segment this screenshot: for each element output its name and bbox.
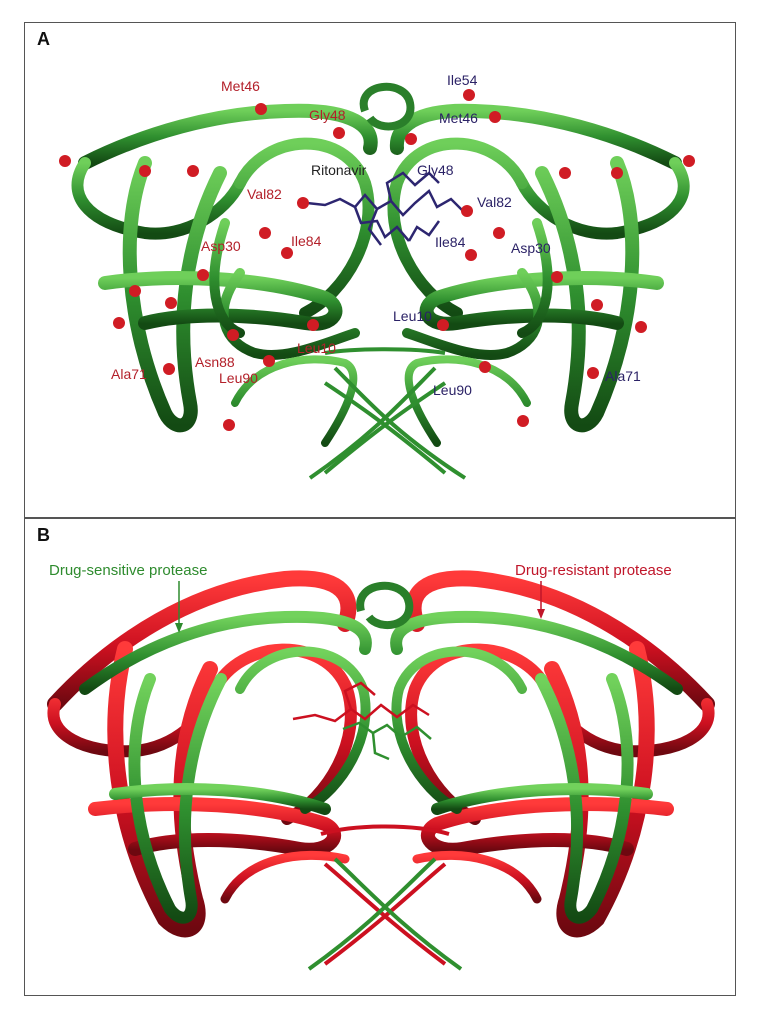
label-asn88-left: Asn88 (195, 354, 235, 370)
legend-sensitive-arrowhead (175, 623, 183, 633)
panel-b: B (24, 518, 736, 996)
label-asp30-right: Asp30 (511, 240, 551, 256)
ribbon-right-monomer (387, 103, 690, 447)
label-leu90-right: Leu90 (433, 382, 472, 398)
label-gly48-left: Gly48 (309, 107, 346, 123)
legend-resistant-arrowhead (537, 609, 545, 619)
panel-a: A (24, 22, 736, 518)
legend-sensitive: Drug-sensitive protease (49, 562, 207, 579)
label-asp30-left: Asp30 (201, 238, 241, 254)
label-leu10-right: Leu10 (393, 308, 432, 324)
label-met46-left: Met46 (221, 78, 260, 94)
label-met46-right: Met46 (439, 110, 478, 126)
protease-overlay-b: Drug-sensitive protease Drug-resistant p… (47, 562, 715, 971)
flap-loop-b (356, 581, 414, 629)
panel-b-letter: B (37, 525, 50, 545)
labels-right: Ile54 Met46 Gly48 Val82 Ile84 Asp30 Leu1… (393, 72, 641, 398)
label-val82-left: Val82 (247, 186, 282, 202)
label-ala71-right: Ala71 (605, 368, 641, 384)
ribbon-sensitive (79, 610, 683, 924)
label-ile54-right: Ile54 (447, 72, 478, 88)
label-ritonavir: Ritonavir (311, 162, 367, 178)
labels-left: Met46 Gly48 Val82 Ile84 Asp30 Leu10 Asn8… (111, 78, 346, 386)
panel-a-letter: A (37, 29, 50, 49)
mutation-sites (59, 89, 695, 431)
dimer-interface-strands (308, 347, 467, 480)
label-leu10-left: Leu10 (297, 340, 336, 356)
label-gly48-right: Gly48 (417, 162, 454, 178)
ribbon-left-monomer (71, 103, 378, 447)
label-ile84-right: Ile84 (435, 234, 466, 250)
flap-loop (359, 82, 415, 131)
interface-strands-b (307, 824, 463, 971)
ritonavir-ligand (306, 171, 466, 246)
protease-structure-a: Met46 Gly48 Val82 Ile84 Asp30 Leu10 Asn8… (59, 72, 695, 480)
label-val82-right: Val82 (477, 194, 512, 210)
label-ala71-left: Ala71 (111, 366, 147, 382)
label-ile84-left: Ile84 (291, 233, 322, 249)
legend-resistant: Drug-resistant protease (515, 562, 672, 579)
ligand-sensitive (342, 721, 432, 761)
ligand-resistant (292, 681, 430, 723)
label-leu90-left: Leu90 (219, 370, 258, 386)
